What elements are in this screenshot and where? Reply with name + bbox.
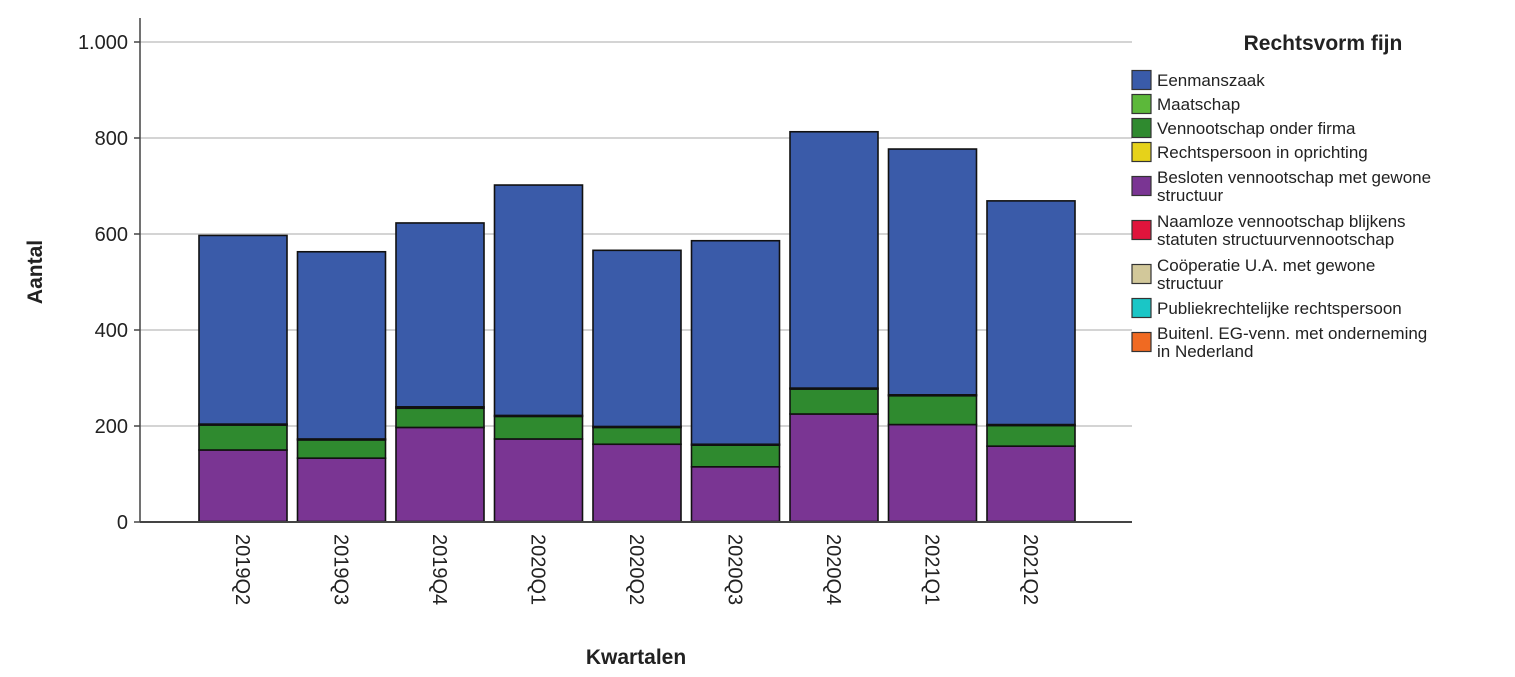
bar-segment	[395, 222, 485, 408]
legend-label: Buitenl. EG-venn. met onderneming	[1157, 324, 1427, 343]
legend-label: Rechtspersoon in oprichting	[1157, 143, 1368, 162]
bar-stack-2020Q4	[789, 130, 879, 523]
x-tick-labels: 2019Q2 2019Q3 2019Q4 2020Q1 2020Q2 2020Q3 2020…	[231, 534, 1041, 605]
bar-stack-2019Q4	[395, 222, 485, 523]
bar-segment	[986, 200, 1076, 426]
bars	[198, 130, 1076, 523]
bar-segment	[198, 449, 288, 523]
bar-segment	[690, 465, 781, 523]
y-tick-label: 0	[117, 512, 128, 534]
y-tick-label: 800	[95, 128, 128, 150]
legend-swatch	[1131, 331, 1152, 353]
legend-label: statuten structuurvennootschap	[1157, 230, 1394, 249]
legend-swatch	[1131, 141, 1152, 163]
bar-segment	[690, 444, 781, 468]
legend-item: Eenmanszaak	[1131, 69, 1265, 91]
legend-label: Publiekrechtelijke rechtspersoon	[1157, 299, 1402, 318]
bar-segment	[789, 130, 879, 389]
bar-segment	[592, 426, 682, 446]
x-tick-label: 2019Q2	[231, 534, 253, 605]
legend-item: Publiekrechtelijke rechtspersoon	[1131, 297, 1402, 319]
y-tick-label: 400	[95, 320, 128, 342]
bar-stack-2021Q2	[986, 200, 1076, 523]
y-tick-label: 1.000	[78, 32, 128, 54]
legend-item: Besloten vennootschap met gewonestructuu…	[1131, 168, 1431, 205]
bar-segment	[592, 443, 682, 523]
bar-segment	[395, 426, 485, 523]
bar-segment	[690, 239, 781, 446]
y-tick-label: 600	[95, 224, 128, 246]
bar-stack-2021Q1	[887, 148, 978, 523]
legend-item: Vennootschap onder firma	[1131, 117, 1356, 139]
bar-segment	[887, 423, 978, 523]
bar-stack-2020Q1	[493, 184, 584, 523]
legend: Rechtsvorm fijn Eenmanszaak Maatschap Venn…	[1131, 32, 1431, 361]
legend-label: Eenmanszaak	[1157, 71, 1265, 90]
bar-segment	[986, 424, 1076, 447]
legend-label: Vennootschap onder firma	[1157, 119, 1356, 138]
y-axis-title: Aantal	[24, 240, 47, 304]
bar-stack-2020Q2	[592, 249, 682, 523]
legend-label: structuur	[1157, 186, 1223, 205]
bar-segment	[296, 439, 387, 459]
x-tick-label: 2019Q3	[330, 534, 352, 605]
bar-segment	[296, 250, 387, 440]
legend-swatch	[1131, 297, 1152, 319]
bar-segment	[592, 249, 682, 428]
legend-swatch	[1131, 175, 1152, 197]
bar-stack-2020Q3	[690, 239, 781, 523]
legend-swatch	[1131, 69, 1152, 91]
bar-stack-2019Q3	[296, 250, 387, 523]
bar-segment	[296, 457, 387, 523]
bar-segment	[887, 394, 978, 426]
x-axis-title: Kwartalen	[586, 646, 686, 669]
bar-segment	[395, 407, 485, 429]
bar-segment	[789, 413, 879, 523]
legend-item: Rechtspersoon in oprichting	[1131, 141, 1368, 163]
x-tick-label: 2020Q3	[724, 534, 746, 605]
legend-label: Naamloze vennootschap blijkens	[1157, 212, 1406, 231]
legend-swatch	[1131, 93, 1152, 115]
x-tick-label: 2021Q1	[921, 534, 943, 605]
bar-segment	[493, 415, 584, 440]
bar-segment	[493, 438, 584, 523]
legend-item: Maatschap	[1131, 93, 1240, 115]
legend-label: Maatschap	[1157, 95, 1240, 114]
legend-label: structuur	[1157, 274, 1223, 293]
x-tick-label: 2020Q1	[527, 534, 549, 605]
legend-title: Rechtsvorm fijn	[1244, 32, 1403, 55]
legend-label: Coöperatie U.A. met gewone	[1157, 256, 1375, 275]
bar-segment	[198, 424, 288, 451]
y-tick-label: 200	[95, 416, 128, 438]
legend-swatch	[1131, 263, 1152, 285]
x-tick-label: 2020Q2	[625, 534, 647, 605]
x-tick-label: 2019Q4	[428, 534, 450, 605]
bar-segment	[493, 184, 584, 417]
bar-segment	[986, 445, 1076, 523]
x-tick-label: 2020Q4	[822, 534, 844, 605]
bar-segment	[887, 148, 978, 396]
legend-label: in Nederland	[1157, 342, 1253, 361]
legend-swatch	[1131, 117, 1152, 139]
axes	[139, 18, 1132, 523]
y-tick-labels: 0 200 400 600 800 1.000	[78, 32, 140, 534]
x-tick-label: 2021Q2	[1019, 534, 1041, 605]
bar-segment	[198, 234, 288, 425]
bar-segment	[789, 388, 879, 415]
bar-stack-2019Q2	[198, 234, 288, 523]
legend-swatch	[1131, 219, 1152, 241]
legend-label: Besloten vennootschap met gewone	[1157, 168, 1431, 187]
